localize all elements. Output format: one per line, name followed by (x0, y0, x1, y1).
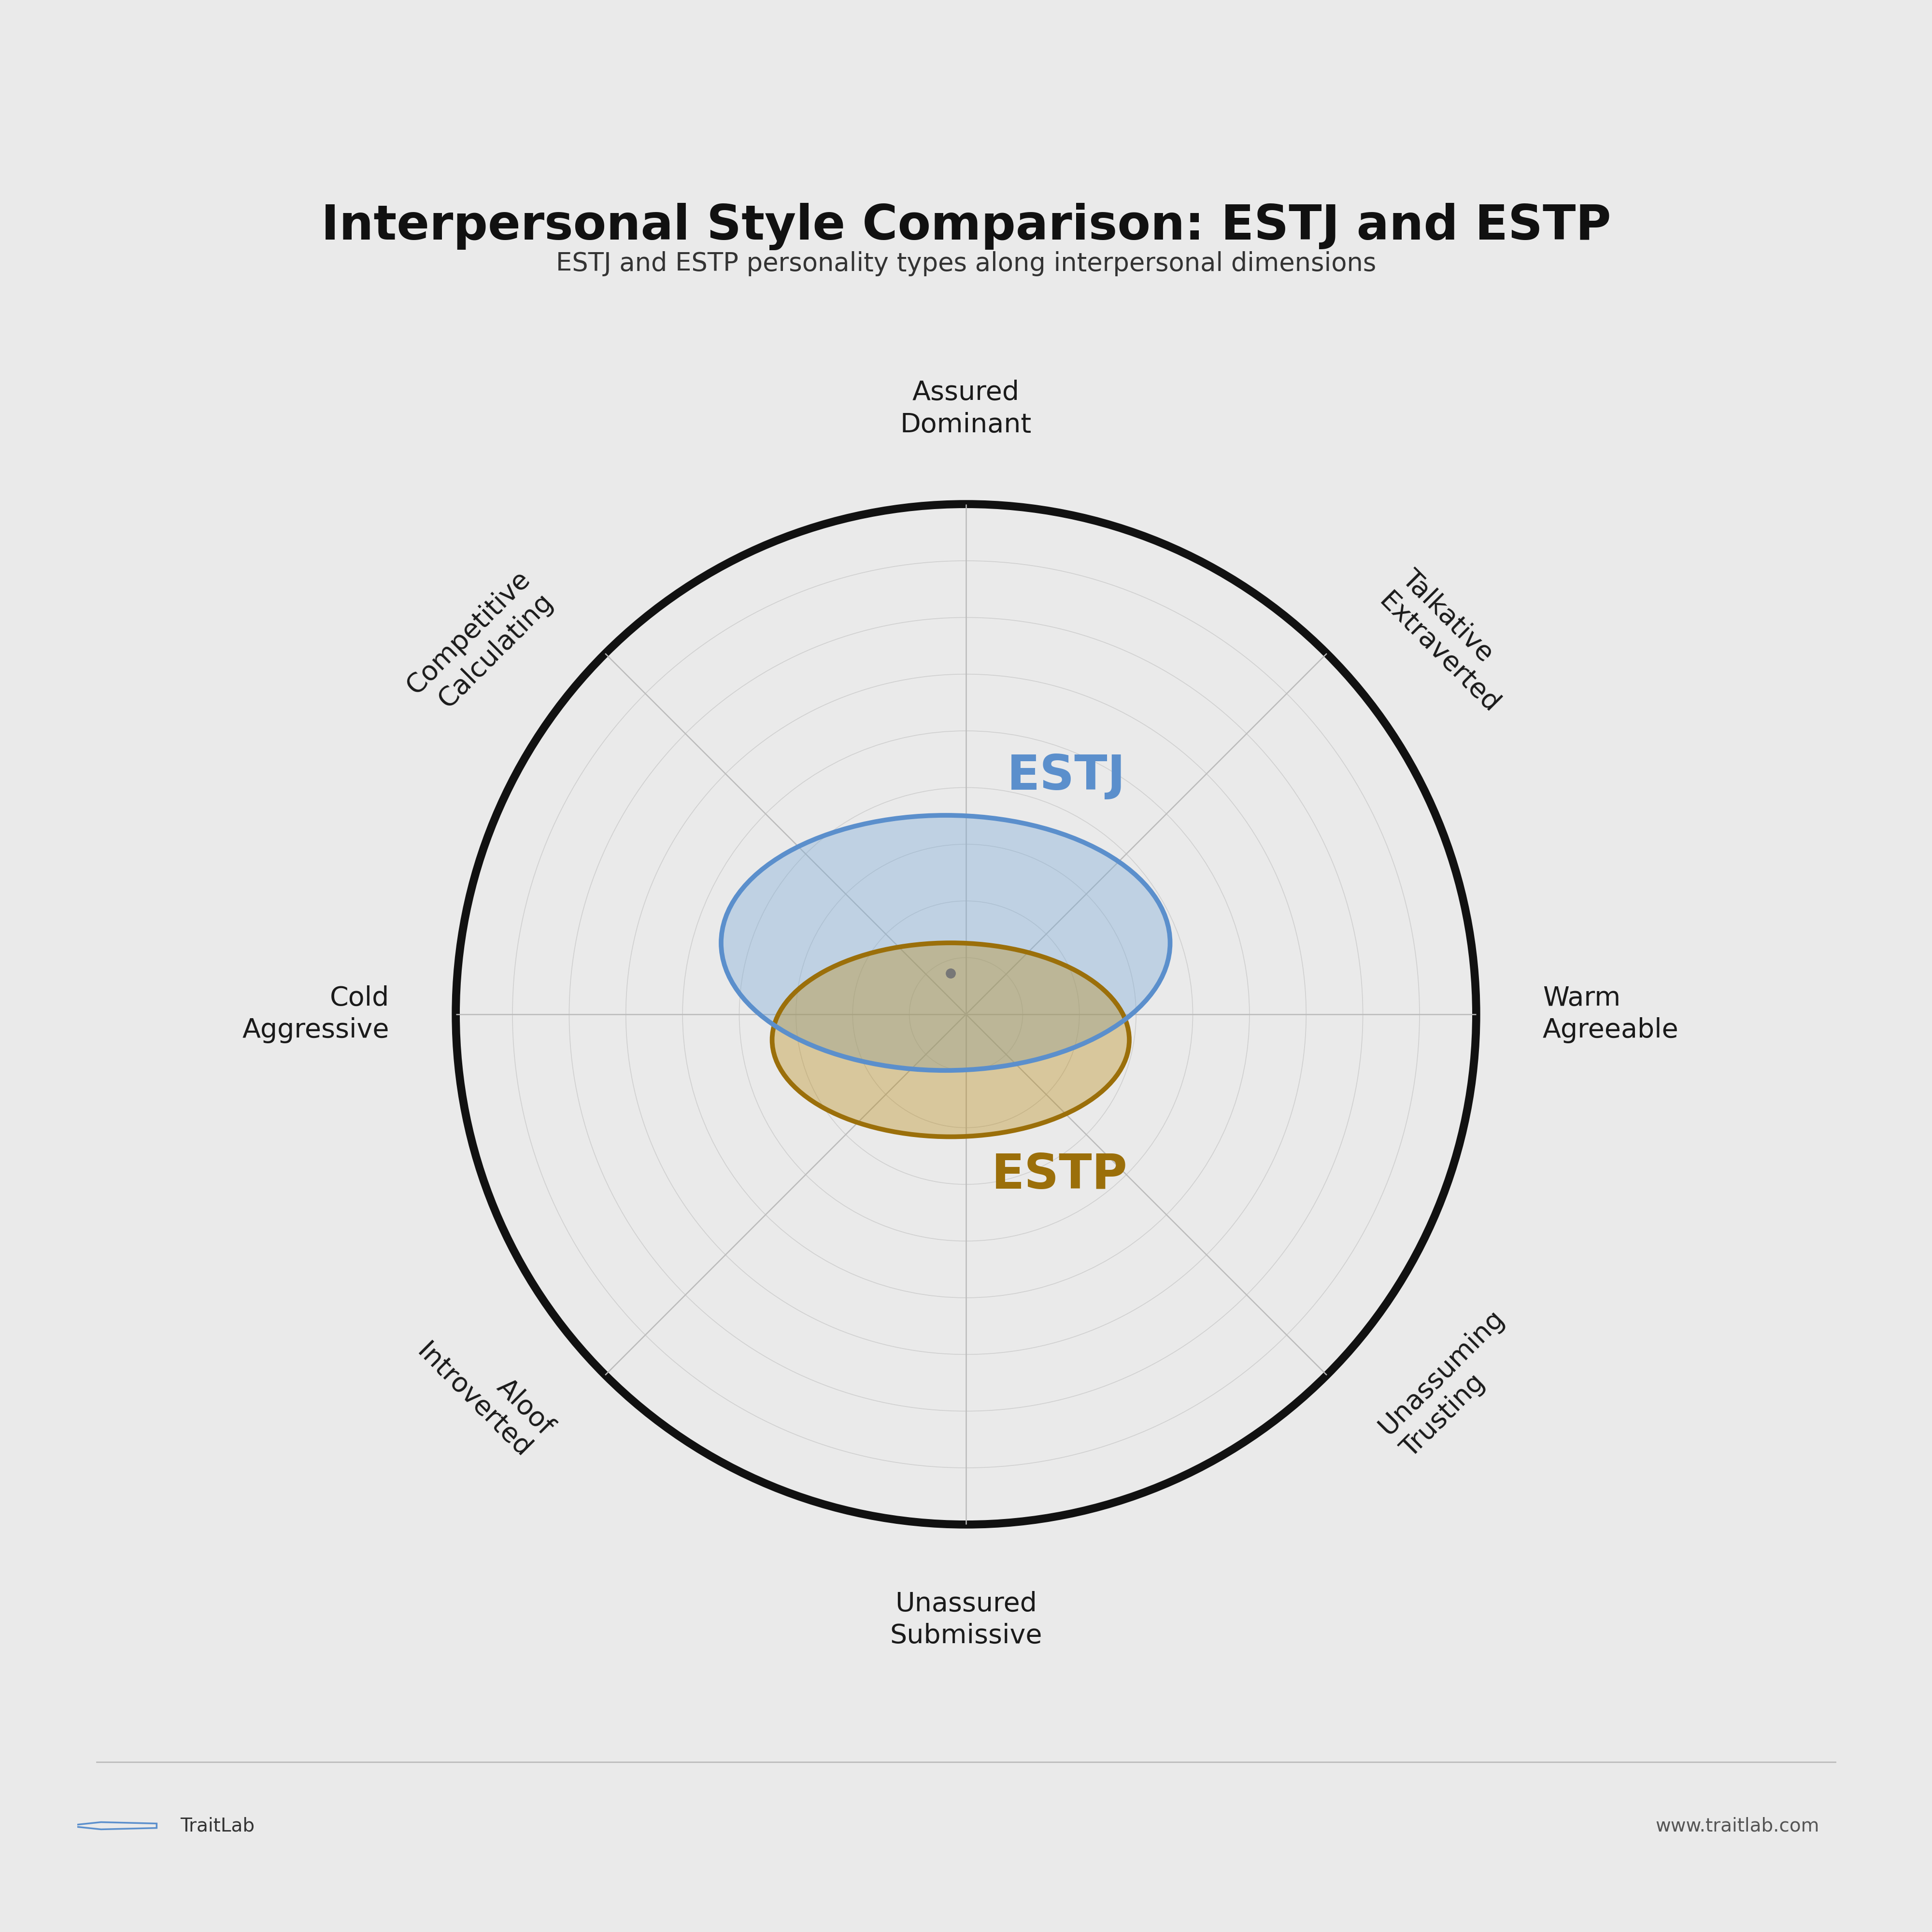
Text: TraitLab: TraitLab (180, 1816, 255, 1835)
Text: Unassuming
Trusting: Unassuming Trusting (1374, 1304, 1532, 1463)
Text: ESTP: ESTP (991, 1151, 1128, 1200)
Ellipse shape (721, 815, 1171, 1070)
Text: Interpersonal Style Comparison: ESTJ and ESTP: Interpersonal Style Comparison: ESTJ and… (321, 203, 1611, 249)
Text: www.traitlab.com: www.traitlab.com (1656, 1816, 1820, 1835)
Text: Competitive
Calculating: Competitive Calculating (402, 566, 558, 723)
Text: ESTJ and ESTP personality types along interpersonal dimensions: ESTJ and ESTP personality types along in… (556, 251, 1376, 276)
Text: Warm
Agreeable: Warm Agreeable (1542, 985, 1679, 1043)
Text: Cold
Aggressive: Cold Aggressive (242, 985, 390, 1043)
Text: ESTJ: ESTJ (1007, 753, 1126, 800)
Text: Talkative
Extraverted: Talkative Extraverted (1374, 566, 1526, 719)
Text: Unassured
Submissive: Unassured Submissive (891, 1590, 1041, 1650)
Ellipse shape (773, 943, 1130, 1136)
Text: Assured
Dominant: Assured Dominant (900, 379, 1032, 439)
Text: Aloof
Introverted: Aloof Introverted (412, 1316, 558, 1463)
